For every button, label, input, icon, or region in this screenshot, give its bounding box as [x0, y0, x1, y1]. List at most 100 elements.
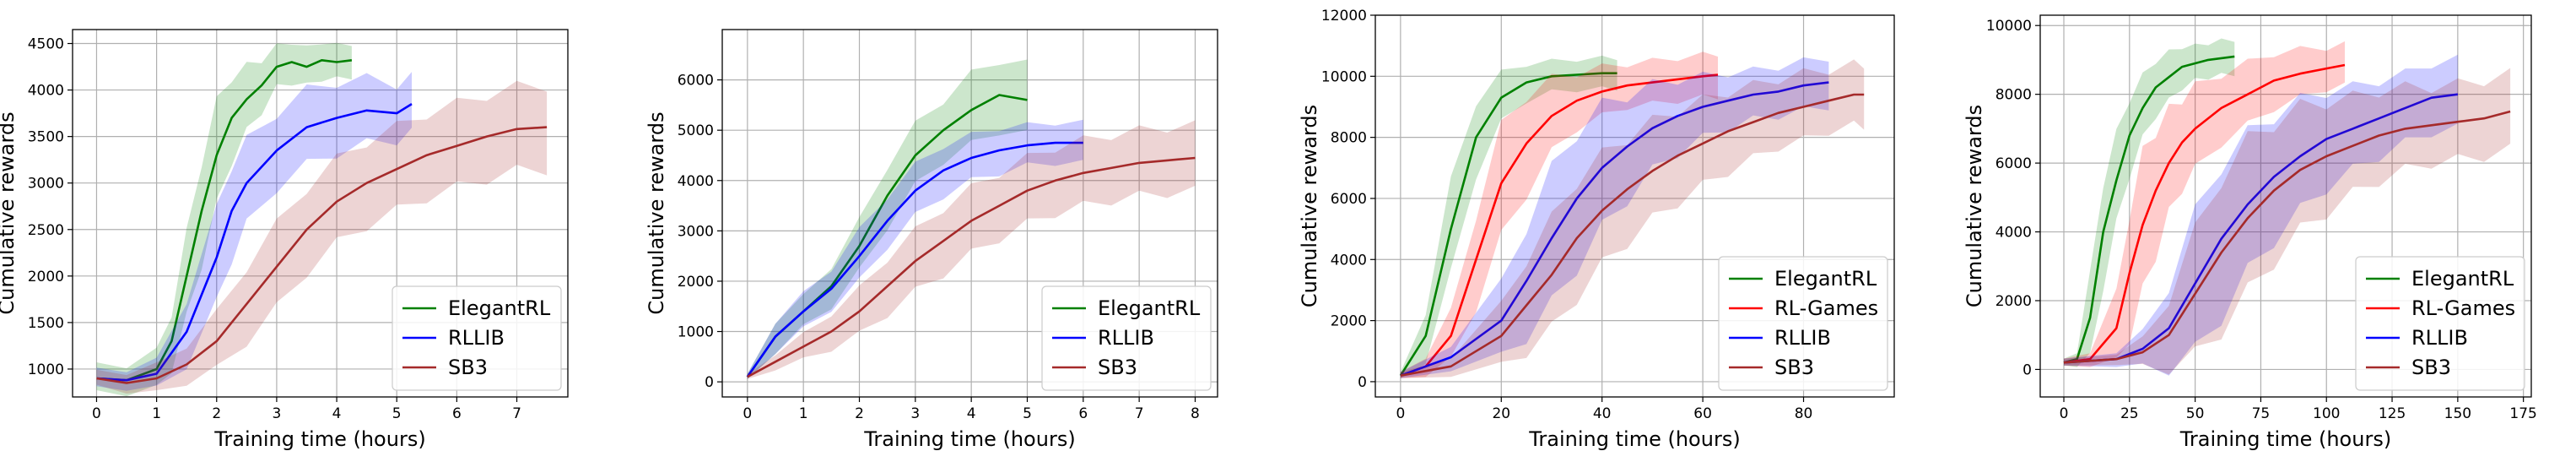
band-rl-games [1400, 52, 1718, 378]
band-rllib [96, 72, 412, 391]
x-axis-label: Training time (hours) [213, 427, 425, 451]
axes-frame [721, 29, 1218, 398]
y-tick-label: 4000 [1995, 225, 2032, 242]
band-sb3 [1400, 59, 1865, 378]
legend-label-sb3: SB3 [2411, 356, 2451, 379]
x-tick-label: 125 [2379, 405, 2406, 422]
y-tick-label: 4000 [678, 173, 714, 190]
line-sb3 [1400, 93, 1865, 377]
legend-box [1041, 285, 1212, 391]
x-tick-label: 75 [2252, 405, 2271, 422]
axes-frame [1374, 14, 1895, 398]
x-tick-label: 7 [1135, 405, 1144, 422]
legend-label-sb3: SB3 [1098, 356, 1137, 379]
chart-panel-4: 0 25 50 75 100 125 150 175 0 2000 4000 6000 8000 1000… [1963, 14, 2537, 451]
legend-box [1718, 256, 1888, 391]
x-axis-label: Training time (hours) [1528, 427, 1740, 451]
y-tick-label: 4500 [28, 36, 64, 53]
legend-label-elegantrl: ElegantRL [1774, 267, 1877, 291]
x-tick-label: 2 [855, 405, 864, 422]
y-tick-label: 2000 [1331, 313, 1367, 330]
legend-label-elegantrl: ElegantRL [2411, 267, 2514, 291]
band-elegantrl [96, 42, 352, 397]
legend-label-rllib: RLLIB [1774, 326, 1831, 350]
x-tick-label: 25 [2120, 405, 2139, 422]
legend-label-sb3: SB3 [1774, 356, 1814, 379]
legend-box [392, 285, 562, 391]
y-tick-label: 10000 [1321, 68, 1367, 85]
x-tick-label: 60 [1693, 405, 1712, 422]
y-tick-label: 2500 [28, 222, 64, 239]
line-rllib [96, 102, 413, 382]
legend-label-rllib: RLLIB [1098, 326, 1154, 350]
legend-label-rl-games: RL-Games [2411, 296, 2515, 320]
axes-frame [72, 29, 569, 398]
band-elegantrl [2064, 38, 2235, 367]
y-tick-label: 6000 [1331, 191, 1367, 208]
legend: ElegantRL RL-Games RLLIB SB3 [2355, 256, 2525, 391]
x-tick-label: 175 [2509, 405, 2536, 422]
y-tick-label: 3000 [678, 223, 714, 240]
band-rl-games [2064, 41, 2345, 367]
x-tick-label: 4 [332, 405, 342, 422]
y-tick-label: 10000 [1986, 18, 2032, 35]
x-tick-label: 6 [452, 405, 462, 422]
chart-panel-2: 0 1 2 3 4 5 6 7 8 0 1000 2000 3000 4000 5000 6000 Traini… [645, 29, 1218, 451]
legend: ElegantRL RLLIB SB3 [1041, 285, 1212, 391]
y-tick-label: 1000 [28, 361, 64, 378]
x-tick-label: 0 [2060, 405, 2069, 422]
line-rllib [1400, 81, 1829, 377]
series-group [1399, 52, 1865, 378]
x-tick-label: 1 [152, 405, 161, 422]
x-tick-label: 100 [2313, 405, 2340, 422]
x-tick-label: 5 [392, 405, 402, 422]
series-group [96, 42, 548, 397]
band-sb3 [96, 80, 548, 394]
y-tick-label: 2000 [678, 274, 714, 291]
x-tick-label: 1 [799, 405, 808, 422]
line-sb3 [96, 126, 548, 384]
line-sb3 [2063, 110, 2511, 364]
y-tick-label: 4000 [1331, 252, 1367, 269]
x-tick-label: 0 [1396, 405, 1405, 422]
x-tick-label: 40 [1593, 405, 1612, 422]
x-tick-label: 0 [743, 405, 752, 422]
y-tick-label: 12000 [1321, 8, 1367, 24]
legend-label-rl-games: RL-Games [1774, 296, 1878, 320]
band-rllib [2064, 54, 2458, 376]
x-tick-label: 0 [92, 405, 101, 422]
line-sb3 [747, 156, 1196, 378]
line-elegantrl [1399, 72, 1617, 377]
line-rllib [746, 141, 1083, 378]
x-tick-label: 50 [2186, 405, 2205, 422]
x-tick-label: 4 [967, 405, 976, 422]
y-tick-label: 1000 [678, 324, 714, 341]
x-tick-label: 8 [1191, 405, 1200, 422]
y-tick-label: 0 [1358, 374, 1367, 391]
series-group [746, 59, 1196, 379]
line-rl-games [2063, 63, 2346, 364]
legend: ElegantRL RL-Games RLLIB SB3 [1718, 256, 1888, 391]
line-rllib [2063, 93, 2459, 364]
band-elegantrl [1400, 55, 1617, 378]
y-tick-label: 8000 [1331, 130, 1367, 147]
y-tick-label: 3500 [28, 129, 64, 146]
line-elegantrl [96, 59, 353, 382]
band-sb3 [2064, 68, 2511, 375]
line-rl-games [1400, 73, 1719, 377]
y-tick-label: 6000 [678, 73, 714, 90]
y-tick-label: 0 [705, 374, 714, 391]
x-tick-label: 5 [1023, 405, 1032, 422]
x-axis-label: Training time (hours) [863, 427, 1075, 451]
legend-label-elegantrl: ElegantRL [448, 296, 551, 320]
line-elegantrl [2063, 55, 2235, 364]
y-tick-label: 5000 [678, 122, 714, 139]
x-tick-label: 150 [2444, 405, 2471, 422]
band-rllib [747, 119, 1083, 379]
legend-label-rllib: RLLIB [448, 326, 505, 350]
legend-label-sb3: SB3 [448, 356, 488, 379]
y-tick-label: 4000 [28, 83, 64, 100]
band-sb3 [747, 120, 1196, 379]
y-tick-label: 6000 [1995, 155, 2032, 172]
